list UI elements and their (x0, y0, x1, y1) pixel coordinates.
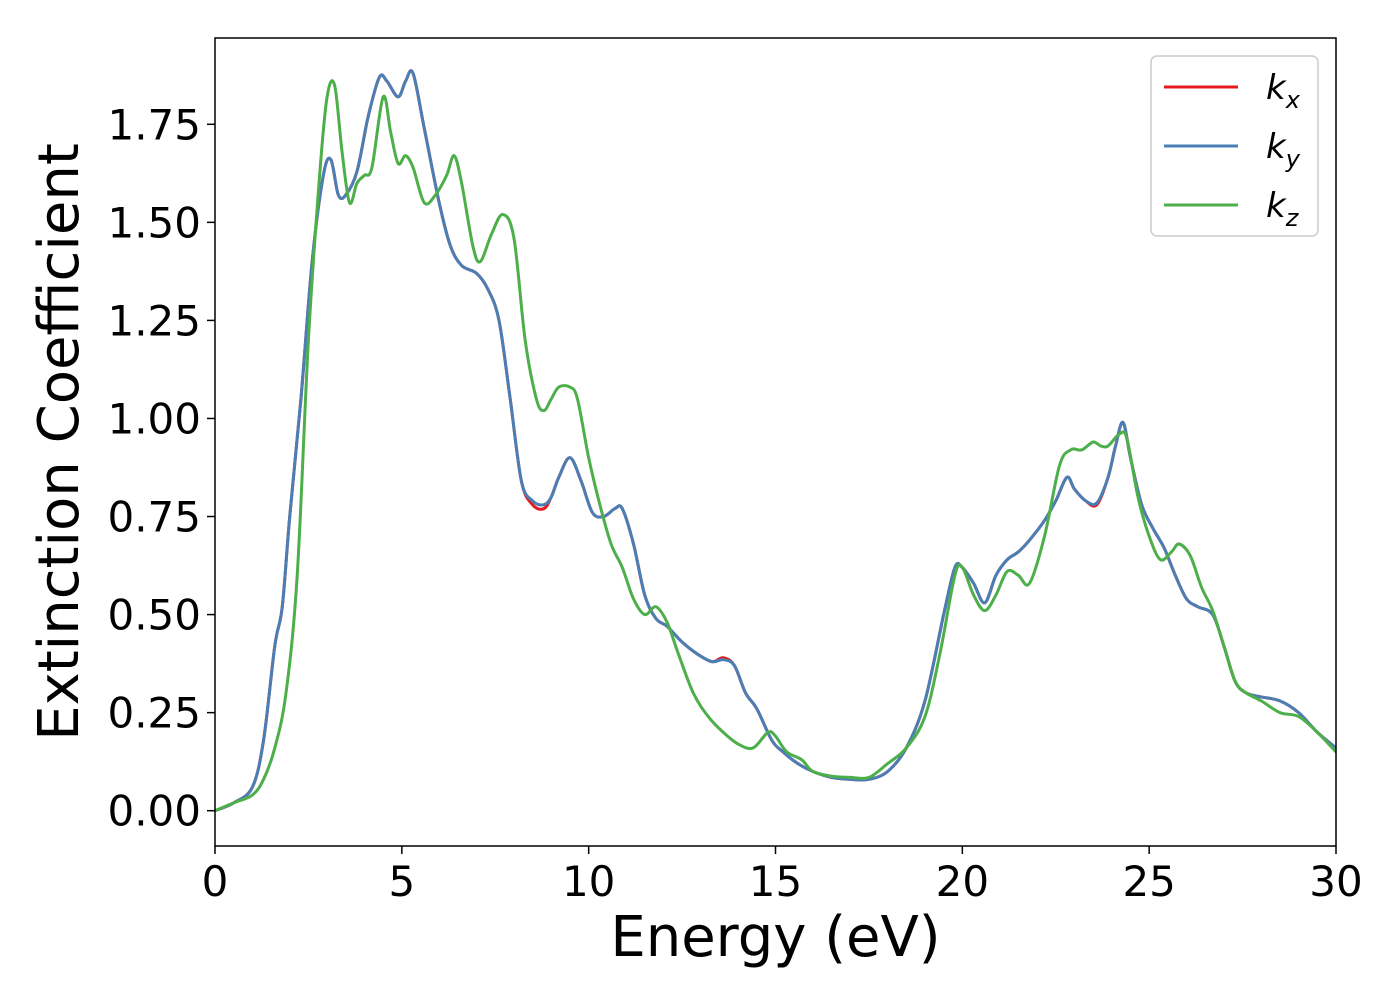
y-tick-label: 0.50 (107, 591, 201, 640)
legend-label: ky (1266, 127, 1301, 173)
y-tick-label: 0.00 (107, 787, 201, 836)
legend-label-main: k (1266, 68, 1287, 108)
y-tick-label: 0.75 (107, 493, 201, 542)
x-tick-label: 25 (1122, 857, 1175, 906)
y-axis-label: Extinction Coefficient (27, 143, 92, 741)
y-tick-label: 1.50 (107, 198, 201, 247)
x-tick-label: 5 (388, 857, 415, 906)
legend-label-subscript: z (1285, 204, 1300, 232)
series-line-ky (215, 69, 1336, 813)
x-tick-label: 10 (562, 857, 615, 906)
x-axis-label: Energy (eV) (610, 905, 940, 970)
legend-label: kz (1266, 186, 1300, 232)
y-tick-label: 0.25 (107, 689, 201, 738)
series-line-kz (215, 79, 1336, 813)
x-tick-label: 20 (936, 857, 989, 906)
y-tick-label: 1.00 (107, 394, 201, 443)
legend-label-subscript: y (1285, 145, 1301, 173)
y-tick-label: 1.75 (107, 100, 201, 149)
axis-ticks: 0 5 10 15 20 25 30 0.00 0.25 0.50 0.75 1.00 1.25 1.50… (107, 100, 1362, 906)
x-tick-label: 15 (749, 857, 802, 906)
legend-label-subscript: x (1285, 86, 1301, 114)
y-tick-label: 1.25 (107, 296, 201, 345)
legend-label: kx (1266, 68, 1301, 114)
legend-label-main: k (1266, 186, 1287, 226)
series-lines (215, 69, 1336, 813)
legend-label-main: k (1266, 127, 1287, 167)
x-tick-label: 0 (202, 857, 229, 906)
x-tick-label: 30 (1309, 857, 1362, 906)
